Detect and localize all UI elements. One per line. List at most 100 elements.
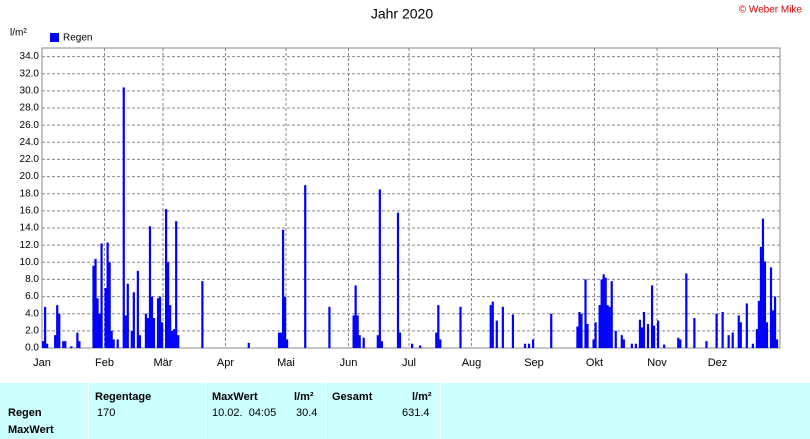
bar	[380, 341, 383, 348]
bar	[356, 315, 359, 348]
bar	[769, 267, 773, 348]
bar	[491, 301, 494, 348]
bar	[328, 306, 331, 348]
bar	[642, 312, 646, 348]
bar	[58, 313, 61, 348]
bar	[727, 335, 730, 348]
bar	[586, 324, 589, 348]
bar	[715, 313, 718, 348]
bar	[439, 339, 442, 348]
bar	[610, 281, 613, 348]
bar	[54, 335, 57, 348]
bar	[757, 300, 761, 348]
x-tick-label: Aug	[462, 357, 482, 369]
y-tick-label: 4.0	[25, 308, 39, 319]
y-tick-label: 8.0	[25, 274, 39, 285]
bar	[378, 189, 381, 348]
chart-title: Jahr 2020	[371, 6, 433, 22]
bar	[731, 332, 734, 348]
bar	[489, 305, 492, 348]
bar	[663, 344, 666, 348]
x-tick-label: Mai	[277, 357, 295, 369]
x-tick-label: Sep	[524, 357, 544, 369]
y-tick-label: 10.0	[20, 257, 40, 268]
bar	[771, 310, 775, 348]
bar	[146, 318, 150, 348]
header: l/m²	[294, 391, 314, 403]
bar	[116, 339, 119, 348]
bar	[281, 229, 285, 348]
x-tick-label: Mär	[154, 357, 173, 369]
y-tick-label: 20.0	[20, 171, 40, 182]
header: Gesamt	[332, 391, 373, 403]
bar	[652, 325, 656, 348]
bar	[126, 283, 129, 348]
bar	[175, 221, 178, 348]
bar	[761, 218, 765, 348]
y-tick-label: 28.0	[20, 103, 40, 114]
bar	[279, 332, 283, 348]
bar	[352, 315, 355, 348]
x-tick-label: Nov	[647, 357, 667, 369]
bar	[98, 313, 101, 348]
bar	[283, 296, 287, 348]
bar	[435, 332, 438, 348]
bar	[604, 277, 607, 348]
bar	[763, 261, 767, 348]
bar	[46, 343, 49, 348]
bar	[765, 322, 769, 348]
y-tick-label: 14.0	[20, 223, 40, 234]
y-tick-label: 16.0	[20, 205, 40, 216]
bar	[693, 318, 696, 348]
bar	[511, 314, 515, 348]
cell: 30.4	[296, 407, 318, 419]
bar	[755, 329, 759, 348]
bar	[523, 343, 527, 348]
bar	[527, 343, 531, 348]
cell: 631.4	[402, 407, 430, 419]
bar	[531, 339, 535, 348]
bar	[622, 339, 625, 348]
bar	[92, 265, 95, 348]
bar	[657, 320, 660, 348]
bar	[130, 330, 133, 348]
y-tick-label: 18.0	[20, 188, 40, 199]
header: l/m²	[412, 391, 432, 403]
bar	[606, 305, 609, 348]
x-tick-label: Jun	[340, 357, 358, 369]
bar	[124, 315, 127, 348]
bar	[76, 332, 79, 348]
bar	[600, 279, 603, 348]
bar	[745, 303, 748, 348]
bar	[705, 341, 708, 348]
bar	[630, 343, 633, 348]
bar	[106, 242, 109, 348]
x-tick-label: Jul	[402, 357, 416, 369]
bar	[773, 296, 777, 348]
bar	[96, 298, 99, 348]
cell: 170	[97, 407, 116, 419]
bar	[620, 335, 623, 348]
bar	[638, 319, 642, 348]
bar	[158, 296, 162, 348]
bar	[721, 312, 724, 348]
bar	[70, 346, 73, 348]
y-tick-label: 34.0	[20, 51, 40, 62]
y-tick-label: 26.0	[20, 120, 40, 131]
legend-label: Regen	[63, 33, 92, 44]
y-tick-label: 2.0	[25, 325, 39, 336]
summary-table: Regentage MaxWert l/m² Gesamt l/m² Regen…	[0, 383, 810, 439]
chart: Jahr 2020 © Weber Mike l/m² Regen 0.0 2.0…	[10, 5, 802, 369]
bar	[602, 274, 605, 348]
y-tick-label: 12.0	[20, 240, 40, 251]
bar	[177, 335, 180, 348]
y-tick-label: 32.0	[20, 68, 40, 79]
x-tick-label: Feb	[95, 357, 114, 369]
bar	[132, 292, 135, 348]
bar	[110, 330, 113, 348]
bar	[64, 341, 67, 348]
separator	[205, 383, 206, 439]
bar	[608, 306, 611, 348]
x-tick-label: Jan	[33, 357, 51, 369]
bar	[598, 305, 601, 348]
